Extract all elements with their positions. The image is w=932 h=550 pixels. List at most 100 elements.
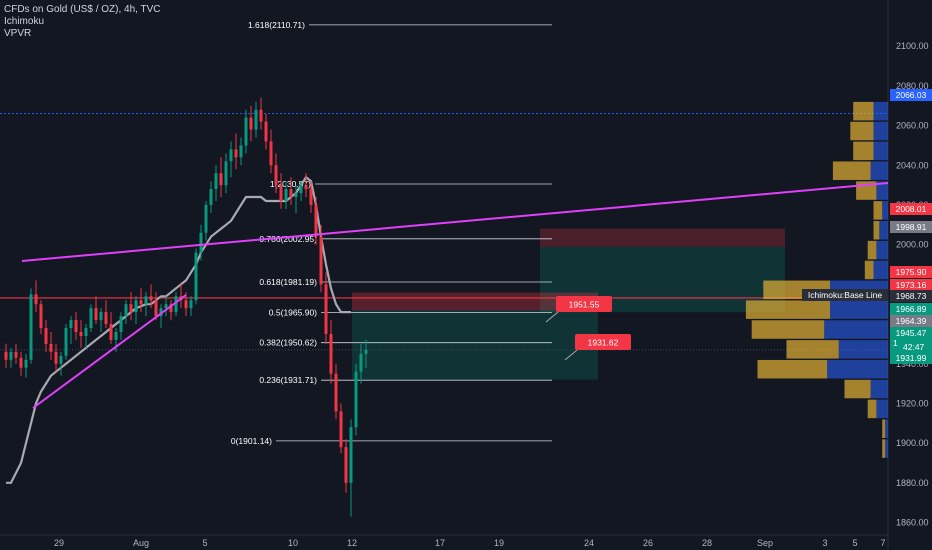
candle-body xyxy=(99,312,103,321)
price-badge-label: 1966.89 xyxy=(896,304,927,314)
candle-body xyxy=(194,252,198,301)
x-tick-label: 24 xyxy=(584,538,594,548)
price-badge xyxy=(890,315,932,327)
candle-body xyxy=(109,324,113,340)
candle-body xyxy=(24,359,28,368)
volume-profile-sell xyxy=(882,439,886,458)
volume-profile-buy xyxy=(827,359,888,379)
y-tick-label: 1900.00 xyxy=(896,438,929,448)
candle-body xyxy=(214,173,218,190)
x-tick-label: 5 xyxy=(202,538,207,548)
candle-body xyxy=(174,296,178,313)
candle-body xyxy=(279,185,283,201)
candle-body xyxy=(74,320,78,332)
volume-profile-sell xyxy=(751,320,825,339)
price-badge-label: 1973.16 xyxy=(896,280,927,290)
x-tick-label: 12 xyxy=(347,538,357,548)
indicator-ichimoku[interactable]: Ichimoku xyxy=(4,16,45,27)
candle-body xyxy=(234,149,238,158)
volume-profile-buy xyxy=(876,240,888,260)
fib-label: 0.382(1950.62) xyxy=(259,338,317,348)
candle-body xyxy=(319,236,323,285)
volume-profile-sell xyxy=(867,240,877,260)
candle-body xyxy=(224,161,228,186)
y-tick-label: 1860.00 xyxy=(896,518,929,528)
volume-profile-buy xyxy=(879,221,888,240)
candle-body xyxy=(114,331,118,340)
price-badge-label: 2066.03 xyxy=(896,90,927,100)
candle-body xyxy=(34,294,38,305)
candle-body xyxy=(264,121,268,142)
candle-body xyxy=(239,145,243,158)
candle-body xyxy=(89,308,93,329)
candle-body xyxy=(289,189,293,198)
callout-box xyxy=(556,296,612,312)
countdown-label: 42:47 xyxy=(903,342,925,352)
candle-body xyxy=(64,328,68,356)
volume-profile-sell xyxy=(786,340,839,359)
callout-box xyxy=(575,334,631,350)
candle-body xyxy=(359,353,363,372)
volume-profile-buy xyxy=(830,300,888,319)
candle-body xyxy=(69,320,73,329)
price-badge xyxy=(890,290,932,302)
candle-body xyxy=(339,411,343,448)
candle-body xyxy=(144,296,148,305)
price-badge xyxy=(890,203,932,215)
x-tick-label: 19 xyxy=(494,538,504,548)
volume-profile-sell xyxy=(844,379,871,399)
y-tick-label: 2100.00 xyxy=(896,41,929,51)
candle-body xyxy=(229,149,233,162)
volume-profile-buy xyxy=(885,419,888,439)
callout-label: 1931.62 xyxy=(588,338,619,348)
candle-body xyxy=(159,308,163,317)
callout-pointer xyxy=(545,311,559,323)
candle-body xyxy=(9,351,13,360)
candle-body xyxy=(269,141,273,166)
candle-body xyxy=(284,189,288,201)
ichimoku-label: Ichimoku:Base Line xyxy=(808,290,882,300)
candle-body xyxy=(4,351,8,360)
price-badge-label: 1931.99 xyxy=(896,353,927,363)
candle-body xyxy=(104,312,108,325)
y-tick-label: 1880.00 xyxy=(896,478,929,488)
volume-profile-buy xyxy=(870,161,888,180)
symbol-title[interactable]: CFDs on Gold (US$ / OZ), 4h, TVC xyxy=(4,4,161,15)
candle-body xyxy=(344,447,348,483)
stop-zone-bottom xyxy=(352,292,598,311)
callout-label: 1951.55 xyxy=(569,300,600,310)
candle-body xyxy=(324,284,328,334)
candle-body xyxy=(164,304,168,309)
volume-profile-sell xyxy=(873,221,880,240)
volume-profile-sell xyxy=(850,121,874,141)
trendline-upper xyxy=(21,182,889,262)
candle-body xyxy=(199,232,203,253)
volume-profile-buy xyxy=(873,141,888,161)
indicator-vpvr[interactable]: VPVR xyxy=(4,28,32,39)
price-badge-label: 2008.01 xyxy=(896,204,927,214)
stop-zone-top xyxy=(540,228,785,247)
candle-body xyxy=(39,304,43,329)
price-badge xyxy=(890,89,932,101)
x-tick-label: Aug xyxy=(133,538,149,548)
legend: CFDs on Gold (US$ / OZ), 4h, TVC Ichimok… xyxy=(4,4,161,40)
candle-body xyxy=(49,343,53,352)
volume-profile-sell xyxy=(873,201,883,220)
volume-profile-buy xyxy=(873,101,888,121)
candle-body xyxy=(249,117,253,130)
x-tick-label: 3 xyxy=(822,538,827,548)
y-tick-label: 2040.00 xyxy=(896,160,929,170)
fib-label: 0.5(1965.90) xyxy=(269,307,317,317)
price-badge xyxy=(890,266,932,278)
y-tick-label: 2060.00 xyxy=(896,121,929,131)
ichimoku-label-box xyxy=(802,289,888,301)
price-badge xyxy=(890,352,932,364)
candle-body xyxy=(169,304,173,313)
fib-label: 0.786(2002.95) xyxy=(259,234,317,244)
candle-body xyxy=(329,333,333,374)
fib-label: 0.236(1931.71) xyxy=(259,375,317,385)
volume-profile-buy xyxy=(876,399,888,419)
price-badge-label: 1998.91 xyxy=(896,222,927,232)
